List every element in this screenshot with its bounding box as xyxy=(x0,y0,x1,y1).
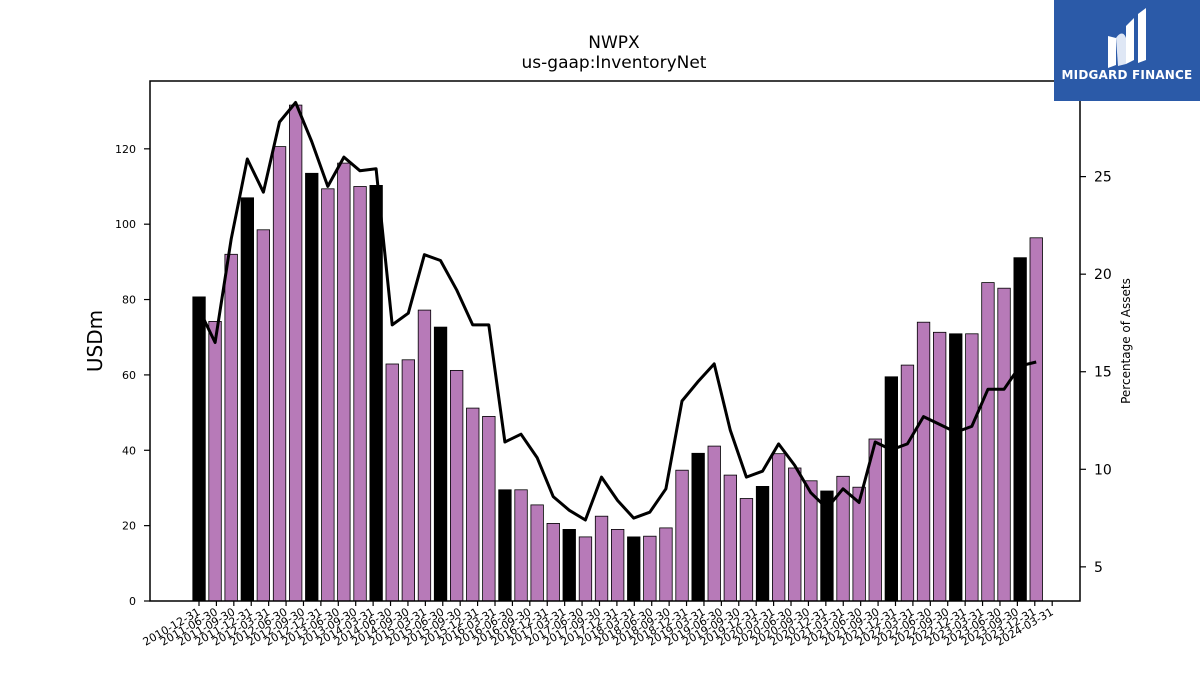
line-layer xyxy=(197,101,1037,522)
bar xyxy=(852,486,866,602)
bar xyxy=(788,467,802,602)
bar xyxy=(224,253,238,602)
bar xyxy=(466,407,480,602)
midgard-logo-icon xyxy=(1108,8,1146,68)
bar xyxy=(933,331,947,602)
bar xyxy=(208,320,222,602)
bar xyxy=(659,527,673,602)
y2-tick-label: 25 xyxy=(1094,170,1112,186)
bar xyxy=(498,489,512,602)
logo-text: MIDGARD FINANCE xyxy=(1061,68,1193,82)
bar xyxy=(385,363,399,602)
bar xyxy=(675,469,689,602)
bar xyxy=(578,536,593,602)
bar xyxy=(305,172,319,602)
bar xyxy=(401,359,416,602)
plot-frame xyxy=(149,80,1081,602)
y2-tick-label: 5 xyxy=(1094,560,1103,576)
bar xyxy=(691,452,705,602)
bar xyxy=(739,498,754,602)
bar xyxy=(772,453,786,602)
y2-tick-label: 15 xyxy=(1094,365,1112,381)
bar xyxy=(981,282,995,602)
bar xyxy=(369,184,383,602)
percentage-line xyxy=(197,101,1037,522)
bar xyxy=(288,104,303,602)
bar xyxy=(965,333,979,602)
bar xyxy=(337,162,351,602)
bar xyxy=(643,535,657,602)
bar xyxy=(482,415,496,602)
bar xyxy=(530,504,544,602)
bar xyxy=(884,376,898,602)
bar xyxy=(240,197,255,602)
bar xyxy=(755,485,770,602)
bar xyxy=(1029,237,1043,602)
bar xyxy=(562,529,576,602)
y-tick-label: 20 xyxy=(122,520,136,533)
bar xyxy=(449,369,464,602)
y-tick-label: 120 xyxy=(115,143,136,156)
bar xyxy=(256,229,271,602)
bar xyxy=(916,321,931,602)
bar xyxy=(272,146,287,602)
bar xyxy=(353,186,367,602)
y-tick-label: 80 xyxy=(122,294,136,307)
bar xyxy=(433,326,448,602)
chart-subtitle: us-gaap:InventoryNet xyxy=(522,53,707,73)
y-tick-label: 100 xyxy=(115,218,136,231)
bar xyxy=(627,536,641,602)
bar xyxy=(611,529,625,602)
midgard-logo: MIDGARD FINANCE xyxy=(1054,0,1200,101)
bar xyxy=(1013,257,1027,602)
y-axis-label: USDm xyxy=(83,310,107,372)
y-tick-label: 0 xyxy=(129,595,136,608)
y-axis: 0 20 40 60 80 100 120 xyxy=(115,143,150,608)
y-tick-label: 40 xyxy=(122,444,136,457)
chart-title: NWPX xyxy=(588,33,640,53)
bar xyxy=(192,296,206,602)
y2-tick-label: 20 xyxy=(1094,267,1112,283)
bar xyxy=(594,515,609,602)
bar xyxy=(707,445,721,602)
bar xyxy=(514,489,528,602)
bar xyxy=(997,287,1011,602)
bars-group xyxy=(192,104,1043,602)
x-axis: 2010-12-312011-06-302011-09-302011-12-31… xyxy=(141,601,1056,649)
bar xyxy=(417,309,432,602)
y-tick-label: 60 xyxy=(122,369,136,382)
y2-axis: 5 10 15 20 25 xyxy=(1080,170,1112,576)
bar xyxy=(546,523,560,602)
bar xyxy=(949,333,963,602)
bar xyxy=(900,364,915,602)
bar xyxy=(723,474,737,602)
y2-tick-label: 10 xyxy=(1094,462,1112,478)
bar xyxy=(321,188,335,602)
y2-axis-label: Percentage of Assets xyxy=(1119,278,1133,404)
